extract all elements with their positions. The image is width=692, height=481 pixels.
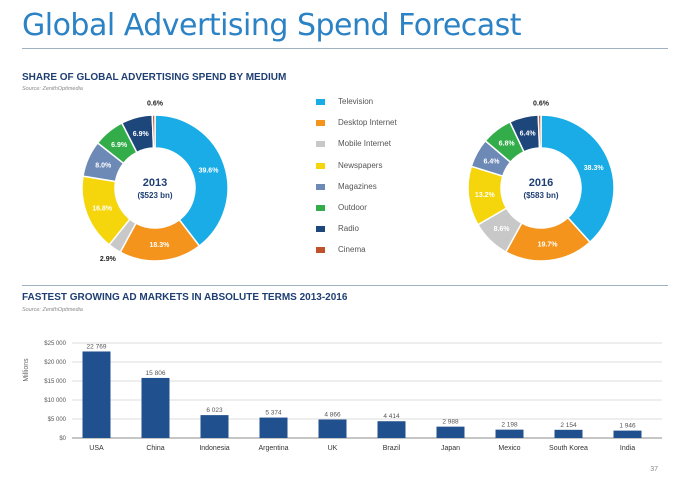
x-tick-label: China bbox=[146, 445, 164, 452]
donut-chart-2016: 38.3% 19.7% 8.6% 13.2% 6.4% 6.8% 6.4% 0.6% 2016 (… bbox=[467, 101, 615, 262]
y-axis-label: Millions bbox=[23, 358, 30, 382]
x-tick-label: South Korea bbox=[549, 445, 588, 452]
donut-data-label: 0.6% bbox=[533, 101, 550, 108]
bar-value-label: 6 023 bbox=[206, 407, 223, 414]
donut-data-label: 8.6% bbox=[494, 226, 511, 233]
bar-usa bbox=[82, 351, 111, 438]
donut-data-label: 18.3% bbox=[150, 242, 171, 249]
section-divider bbox=[22, 285, 668, 286]
donut-data-label: 39.6% bbox=[199, 167, 220, 174]
donut-data-label: 19.7% bbox=[538, 242, 559, 249]
y-tick-label: $15 000 bbox=[44, 379, 66, 385]
x-tick-label: Japan bbox=[441, 445, 460, 452]
x-tick-label: India bbox=[620, 445, 635, 452]
donut-data-label: 8.0% bbox=[95, 163, 112, 170]
donut-data-label: 38.3% bbox=[584, 165, 605, 172]
donut-chart-2013: 39.6% 18.3% 2.9% 16.8% 8.0% 6.9% 6.9% 0.6% 2013 (… bbox=[81, 101, 229, 263]
donut-slice-cinema bbox=[151, 114, 156, 149]
donut-center-total: ($523 bn) bbox=[137, 191, 172, 200]
legend-label: Magazines bbox=[338, 181, 377, 191]
x-tick-label: Argentina bbox=[259, 445, 289, 452]
legend-swatch bbox=[316, 99, 325, 105]
title-divider bbox=[22, 48, 668, 49]
section-source-share: Source: ZenithOptimedia bbox=[22, 86, 83, 92]
bar-india bbox=[613, 430, 642, 438]
legend-swatch bbox=[316, 204, 325, 211]
donut-data-label: 0.6% bbox=[147, 101, 164, 108]
legend-label: Cinema bbox=[338, 245, 366, 255]
legend-label: Radio bbox=[338, 224, 359, 234]
donut-center-total: ($583 bn) bbox=[523, 191, 558, 200]
legend-label: Mobile Internet bbox=[338, 139, 391, 149]
donut-data-label: 2.9% bbox=[100, 256, 117, 263]
section-heading-share: SHARE OF GLOBAL ADVERTISING SPEND BY MED… bbox=[22, 72, 287, 83]
legend-label: Desktop Internet bbox=[338, 118, 397, 128]
legend-swatch bbox=[316, 183, 325, 190]
section-heading-markets: FASTEST GROWING AD MARKETS IN ABSOLUTE T… bbox=[22, 292, 348, 303]
donut-data-label: 6.9% bbox=[133, 131, 150, 138]
bar-south-korea bbox=[554, 429, 583, 438]
bar-chart-plot: $0 $5 000 $10 000 $15 000 $20 000 $25 000 Mill… bbox=[23, 341, 662, 452]
donut-data-label: 13.2% bbox=[475, 192, 496, 199]
legend-label: Outdoor bbox=[338, 202, 367, 212]
bar-value-label: 22 769 bbox=[87, 343, 107, 350]
donut-data-label: 6.9% bbox=[111, 142, 128, 149]
y-tick-label: $0 bbox=[59, 436, 66, 442]
bar-indonesia bbox=[200, 415, 229, 438]
x-tick-label: UK bbox=[328, 445, 338, 452]
bar-value-label: 1 946 bbox=[619, 423, 636, 430]
bar-value-label: 5 374 bbox=[265, 410, 282, 417]
legend-swatch bbox=[316, 120, 325, 127]
donut-charts: 39.6% 18.3% 2.9% 16.8% 8.0% 6.9% 6.9% 0.6% 2013 (… bbox=[81, 101, 615, 263]
y-tick-label: $25 000 bbox=[44, 341, 66, 347]
donut-data-label: 6.4% bbox=[520, 131, 537, 138]
bar-argentina bbox=[259, 417, 288, 438]
bar-japan bbox=[436, 426, 465, 438]
donut-data-label: 16.8% bbox=[92, 206, 113, 213]
legend-swatch bbox=[316, 162, 325, 169]
y-tick-label: $10 000 bbox=[44, 398, 66, 404]
legend-swatch bbox=[316, 226, 325, 233]
donut-data-label: 6.4% bbox=[484, 158, 501, 165]
y-tick-label: $20 000 bbox=[44, 360, 66, 366]
page-number: 37 bbox=[650, 466, 658, 473]
donut-slice-television bbox=[154, 114, 229, 248]
x-tick-label: Brazil bbox=[383, 445, 401, 452]
x-tick-label: Mexico bbox=[498, 445, 520, 452]
bar-value-label: 2 988 bbox=[442, 419, 459, 426]
bar-brazil bbox=[377, 421, 406, 438]
bar-uk bbox=[318, 419, 347, 438]
legend-label: Television bbox=[338, 97, 374, 106]
bar-value-label: 15 806 bbox=[146, 370, 166, 377]
bar-china bbox=[141, 377, 170, 438]
legend-swatch bbox=[316, 247, 325, 254]
bar-value-label: 2 198 bbox=[501, 422, 518, 429]
donut-center-year: 2013 bbox=[143, 177, 167, 189]
legend-label: Newspapers bbox=[338, 160, 383, 170]
donut-slice-cinema bbox=[537, 114, 542, 149]
bar-mexico bbox=[495, 429, 524, 438]
donut-center-year: 2016 bbox=[529, 177, 553, 189]
bar-value-label: 4 414 bbox=[383, 413, 400, 420]
section-source-markets: Source: ZenithOptimedia bbox=[22, 307, 83, 313]
y-tick-label: $5 000 bbox=[48, 417, 67, 423]
legend-swatch bbox=[316, 141, 325, 148]
bar-value-label: 4 866 bbox=[324, 412, 341, 419]
donut-slice-television bbox=[540, 114, 615, 244]
bar-value-label: 2 154 bbox=[560, 422, 577, 429]
x-tick-label: Indonesia bbox=[199, 445, 229, 452]
x-tick-label: USA bbox=[89, 445, 104, 452]
donut-data-label: 6.8% bbox=[499, 141, 516, 148]
page-title: Global Advertising Spend Forecast bbox=[22, 8, 522, 43]
